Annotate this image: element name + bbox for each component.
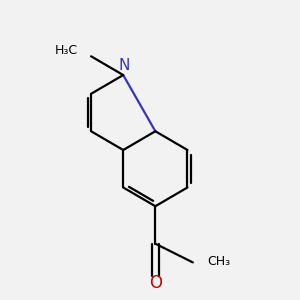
Text: O: O bbox=[149, 274, 162, 292]
Text: N: N bbox=[119, 58, 130, 73]
Text: H₃C: H₃C bbox=[55, 44, 78, 58]
Text: CH₃: CH₃ bbox=[208, 255, 231, 268]
